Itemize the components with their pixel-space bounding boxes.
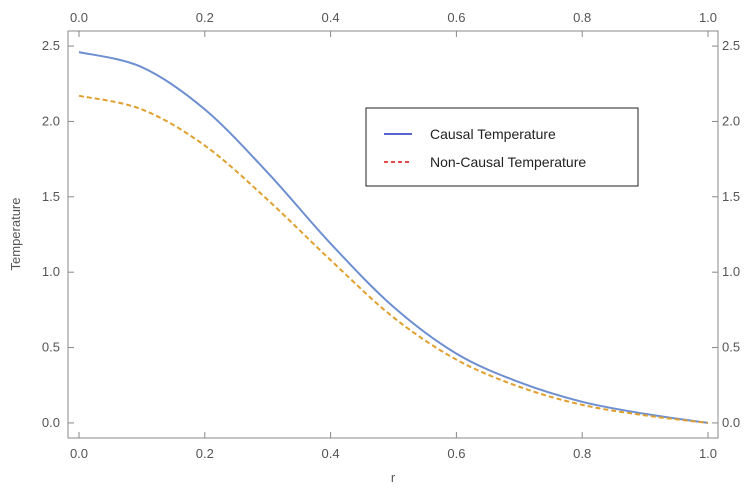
series-line-0 — [78, 51, 709, 424]
y-tick-label-left-0: 0.0 — [42, 415, 60, 430]
y-axis-label: Temperature — [8, 198, 23, 271]
series-layer — [78, 51, 709, 424]
legend: Causal Temperature Non-Causal Temperatur… — [365, 107, 639, 187]
x-tick-label-top-2: 0.4 — [322, 10, 340, 25]
y-tick-label-right-5: 2.5 — [722, 38, 740, 53]
x-tick-label-top-0: 0.0 — [70, 10, 88, 25]
y-tick-label-left-5: 2.5 — [42, 38, 60, 53]
x-axis-label: r — [391, 470, 396, 485]
x-tick-label-top-4: 0.8 — [573, 10, 591, 25]
axis-ticks: 0.0 0.0 0.2 0.2 0.4 0.4 0.6 0.6 0.8 0.8 1.0 1.0 0.0 0… — [42, 10, 740, 461]
y-tick-label-left-2: 1.0 — [42, 264, 60, 279]
x-tick-label-bottom-4: 0.8 — [573, 446, 591, 461]
y-tick-label-right-0: 0.0 — [722, 415, 740, 430]
plot-frame — [67, 30, 719, 439]
x-tick-label-bottom-3: 0.6 — [447, 446, 465, 461]
x-tick-label-bottom-2: 0.4 — [322, 446, 340, 461]
y-tick-label-left-3: 1.5 — [42, 189, 60, 204]
series-line-1 — [78, 94, 709, 424]
legend-label-non-causal: Non-Causal Temperature — [430, 154, 586, 170]
x-tick-label-bottom-0: 0.0 — [70, 446, 88, 461]
y-tick-label-left-4: 2.0 — [42, 113, 60, 128]
x-tick-label-top-3: 0.6 — [447, 10, 465, 25]
x-tick-label-top-5: 1.0 — [699, 10, 717, 25]
legend-box — [365, 107, 639, 187]
x-tick-label-bottom-5: 1.0 — [699, 446, 717, 461]
y-tick-label-right-2: 1.0 — [722, 264, 740, 279]
x-tick-label-top-1: 0.2 — [196, 10, 214, 25]
y-tick-label-right-4: 2.0 — [722, 113, 740, 128]
y-tick-label-left-1: 0.5 — [42, 340, 60, 355]
y-tick-label-right-1: 0.5 — [722, 340, 740, 355]
y-tick-label-right-3: 1.5 — [722, 189, 740, 204]
x-tick-label-bottom-1: 0.2 — [196, 446, 214, 461]
legend-label-causal: Causal Temperature — [430, 126, 556, 142]
